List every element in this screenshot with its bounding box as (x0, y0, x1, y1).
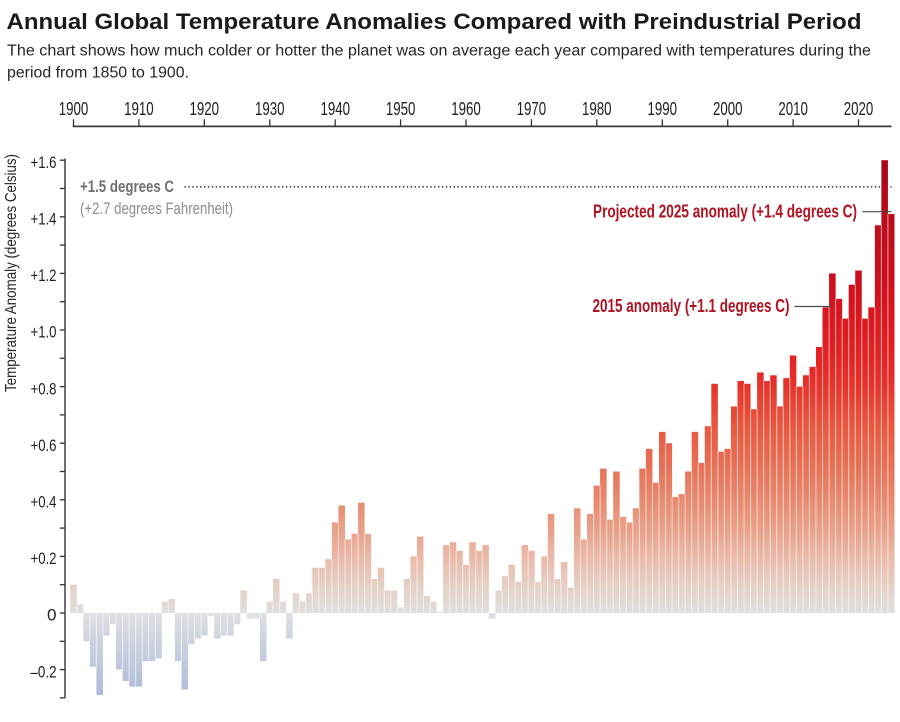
svg-text:+0.4: +0.4 (31, 493, 57, 512)
svg-text:+1.2: +1.2 (31, 266, 57, 285)
svg-text:1920: 1920 (190, 99, 220, 119)
svg-text:+1.0: +1.0 (31, 323, 57, 342)
svg-text:Temperature Anomaly (degrees C: Temperature Anomaly (degrees Celsius) (3, 154, 20, 392)
svg-text:2000: 2000 (713, 99, 743, 119)
svg-text:Annual Global Temperature Anom: Annual Global Temperature Anomalies Comp… (7, 9, 862, 34)
svg-text:(+2.7 degrees Fahrenheit): (+2.7 degrees Fahrenheit) (80, 200, 233, 218)
svg-text:+1.4: +1.4 (31, 210, 57, 229)
svg-text:period from 1850 to 1900.: period from 1850 to 1900. (7, 65, 189, 82)
svg-text:–0.2: –0.2 (31, 662, 57, 681)
svg-text:+0.8: +0.8 (31, 379, 57, 398)
svg-text:1950: 1950 (386, 99, 416, 119)
svg-text:1940: 1940 (320, 99, 350, 119)
svg-text:1930: 1930 (255, 99, 285, 119)
svg-text:The chart shows how much colde: The chart shows how much colder or hotte… (7, 43, 871, 60)
svg-text:2015 anomaly (+1.1 degrees C): 2015 anomaly (+1.1 degrees C) (593, 296, 790, 316)
svg-text:1990: 1990 (648, 99, 678, 119)
svg-text:1960: 1960 (451, 99, 481, 119)
svg-text:0: 0 (47, 606, 57, 625)
svg-text:+0.6: +0.6 (31, 436, 57, 455)
svg-text:1910: 1910 (124, 99, 154, 119)
svg-text:+1.6: +1.6 (31, 153, 57, 172)
svg-text:+0.2: +0.2 (31, 549, 57, 568)
svg-text:2020: 2020 (844, 99, 874, 119)
svg-text:1900: 1900 (59, 99, 89, 119)
svg-text:1980: 1980 (582, 99, 612, 119)
svg-text:1970: 1970 (517, 99, 547, 119)
svg-text:2010: 2010 (778, 99, 808, 119)
svg-text:Projected 2025 anomaly (+1.4 d: Projected 2025 anomaly (+1.4 degrees C) (593, 202, 857, 222)
svg-text:+1.5 degrees C: +1.5 degrees C (80, 178, 174, 196)
